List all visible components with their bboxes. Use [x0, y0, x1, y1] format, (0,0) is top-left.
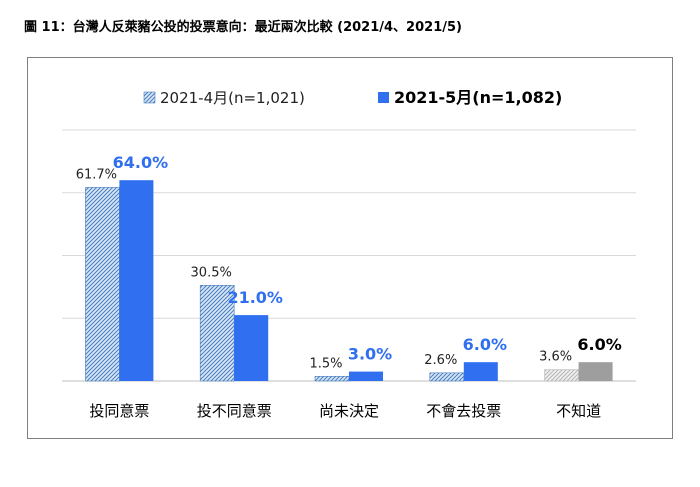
- bar-apr-1: [199, 285, 235, 382]
- data-label-may-3: 6.0%: [463, 335, 507, 354]
- data-label-apr-3: 2.6%: [424, 353, 457, 368]
- data-label-may-2: 3.0%: [348, 345, 392, 364]
- category-label-3: 不會去投票: [426, 402, 501, 420]
- data-label-may-4: 6.0%: [577, 335, 621, 354]
- legend-label-0: 2021-4月(n=1,021): [160, 89, 305, 107]
- bar-may-0: [119, 180, 154, 381]
- category-label-2: 尚未決定: [319, 402, 379, 420]
- bar-may-1: [234, 315, 269, 381]
- bar-apr-4: [544, 369, 579, 382]
- category-label-1: 投不同意票: [197, 402, 272, 420]
- legend-swatch-1: [378, 92, 389, 103]
- chart-title: 圖 11：台灣人反萊豬公投的投票意向：最近兩次比較 (2021/4、2021/5…: [24, 20, 462, 35]
- legend-swatch-0: [143, 91, 156, 104]
- gridlines: [62, 129, 636, 382]
- bar-apr-2: [314, 375, 350, 382]
- bars: [85, 180, 613, 382]
- legend-label-1: 2021-5月(n=1,082): [394, 88, 562, 107]
- data-label-apr-4: 3.6%: [539, 350, 572, 365]
- category-label-0: 投同意票: [89, 402, 149, 420]
- data-label-may-1: 21.0%: [227, 288, 283, 307]
- bar-may-3: [463, 362, 498, 381]
- data-label-apr-1: 30.5%: [191, 265, 232, 280]
- data-labels: 61.7%64.0% 投同意票 30.5% 21.0% 投不同意票 1.5% 3.0% 尚未決…: [76, 153, 622, 420]
- chart-frame: [27, 57, 673, 439]
- bar-apr-0: [85, 187, 120, 382]
- data-label-apr-0: 61.7%: [76, 167, 117, 182]
- legend: 2021-4月(n=1,021) 2021-5月(n=1,082): [143, 88, 562, 107]
- bar-apr-3: [429, 372, 465, 382]
- category-label-4: 不知道: [556, 402, 601, 420]
- bar-may-4: [578, 362, 613, 381]
- data-label-may-0: 64.0%: [113, 153, 169, 172]
- bar-may-2: [349, 371, 383, 381]
- data-label-apr-2: 1.5%: [309, 356, 342, 371]
